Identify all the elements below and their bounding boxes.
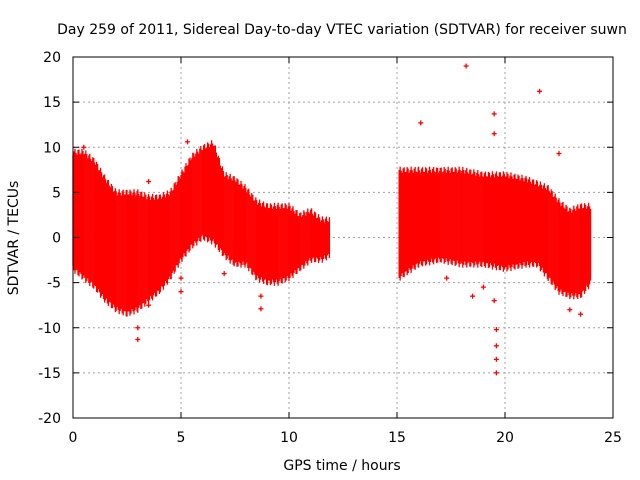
y-tick-label: 20 xyxy=(43,50,61,66)
data-outlier-point xyxy=(221,271,227,277)
data-outlier-point xyxy=(567,307,573,313)
y-tick-label: 0 xyxy=(52,231,61,247)
data-outlier-point xyxy=(493,327,499,333)
data-outlier-point xyxy=(135,336,141,342)
y-axis-label: SDTVAR / TECUs xyxy=(6,181,22,296)
data-outlier-point xyxy=(470,293,476,299)
data-outlier-point xyxy=(491,131,497,137)
data-outlier-point xyxy=(493,370,499,376)
data-outlier-point xyxy=(444,275,450,281)
y-tick-label: -15 xyxy=(38,366,61,382)
y-tick-label: -10 xyxy=(38,321,61,337)
x-tick-label: 0 xyxy=(69,430,78,446)
data-outlier-point xyxy=(537,88,543,94)
chart-title: Day 259 of 2011, Sidereal Day-to-day VTE… xyxy=(57,22,627,38)
data-outlier-point xyxy=(578,311,584,317)
data-series xyxy=(72,63,592,376)
data-outlier-point xyxy=(178,275,184,281)
y-tick-label: -20 xyxy=(38,411,61,427)
data-outlier-point xyxy=(81,144,87,150)
data-outlier-point xyxy=(178,289,184,295)
data-outlier-point xyxy=(480,284,486,290)
x-tick-label: 20 xyxy=(496,430,514,446)
data-outlier-point xyxy=(258,293,264,299)
data-outlier-point xyxy=(463,63,469,69)
data-outlier-point xyxy=(135,325,141,331)
data-outlier-point xyxy=(146,302,152,308)
x-tick-label: 15 xyxy=(388,430,406,446)
x-tick-label: 10 xyxy=(280,430,298,446)
data-outlier-point xyxy=(491,298,497,304)
data-outlier-point xyxy=(493,356,499,362)
data-outlier-point xyxy=(146,179,152,185)
y-tick-label: -5 xyxy=(47,276,61,292)
x-tick-label: 5 xyxy=(177,430,186,446)
y-tick-label: 5 xyxy=(52,185,61,201)
data-outlier-point xyxy=(556,151,562,157)
x-tick-label: 25 xyxy=(604,430,622,446)
data-outlier-point xyxy=(493,343,499,349)
y-tick-label: 15 xyxy=(43,95,61,111)
data-outlier-point xyxy=(184,139,190,145)
y-tick-label: 10 xyxy=(43,140,61,156)
data-outlier-point xyxy=(418,120,424,126)
data-outlier-point xyxy=(258,306,264,312)
x-axis-label: GPS time / hours xyxy=(283,458,400,474)
data-outlier-point xyxy=(491,111,497,117)
ticks: 0 5 10 15 20 25 -20 -15 -10 -5 0 5 10 15 20 xyxy=(38,50,622,446)
